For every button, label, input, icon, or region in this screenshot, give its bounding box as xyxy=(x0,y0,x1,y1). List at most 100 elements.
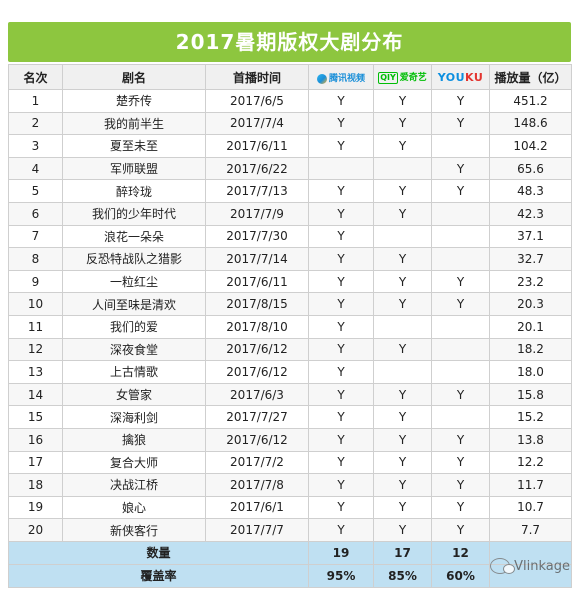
youku-logo-part2: KU xyxy=(465,71,484,84)
cell-tencent: Y xyxy=(308,179,374,203)
cell-name: 浪花一朵朵 xyxy=(62,224,206,249)
cell-youku: Y xyxy=(431,473,490,497)
cell-date: 2017/6/12 xyxy=(205,337,309,362)
cell-name: 一粒红尘 xyxy=(62,269,206,294)
header-tencent: 腾讯视频 xyxy=(308,64,374,90)
cell-rank: 12 xyxy=(8,337,63,362)
header-name: 剧名 xyxy=(62,64,206,90)
cell-iqiyi: Y xyxy=(373,473,432,497)
cell-name: 醉玲珑 xyxy=(62,179,206,203)
cell-rank: 13 xyxy=(8,360,63,384)
cell-views: 20.3 xyxy=(489,292,572,316)
table-row: 20 新侠客行 2017/7/7 Y Y Y 7.7 xyxy=(8,518,572,542)
cell-rank: 14 xyxy=(8,382,63,407)
cell-tencent: Y xyxy=(308,224,374,249)
cell-iqiyi xyxy=(373,360,432,384)
cell-iqiyi: Y xyxy=(373,89,432,113)
cell-youku xyxy=(431,224,490,249)
cell-tencent: Y xyxy=(308,314,374,339)
count-empty xyxy=(489,540,572,565)
cell-youku xyxy=(431,360,490,384)
cell-youku: Y xyxy=(431,450,490,475)
cell-rank: 1 xyxy=(8,89,63,113)
youku-logo: YOUKU xyxy=(438,71,484,84)
youku-logo-part1: YOU xyxy=(437,71,466,84)
cell-views: 15.8 xyxy=(489,382,572,407)
cell-iqiyi: Y xyxy=(373,382,432,407)
cell-tencent: Y xyxy=(308,427,374,452)
coverage-tencent: 95% xyxy=(308,563,374,588)
cell-views: 11.7 xyxy=(489,473,572,497)
cell-iqiyi: Y xyxy=(373,337,432,362)
cell-date: 2017/6/11 xyxy=(205,134,309,158)
cell-name: 我们的少年时代 xyxy=(62,201,206,226)
cell-youku: Y xyxy=(431,269,490,294)
coverage-label: 覆盖率 xyxy=(8,563,309,588)
table-row: 12 深夜食堂 2017/6/12 Y Y 18.2 xyxy=(8,337,572,362)
cell-iqiyi: Y xyxy=(373,450,432,475)
cell-youku: Y xyxy=(431,382,490,407)
cell-rank: 7 xyxy=(8,224,63,249)
table-row: 16 擒狼 2017/6/12 Y Y Y 13.8 xyxy=(8,427,572,452)
cell-views: 148.6 xyxy=(489,111,572,136)
cell-date: 2017/6/22 xyxy=(205,156,309,181)
count-youku: 12 xyxy=(431,540,490,565)
cell-name: 新侠客行 xyxy=(62,518,206,542)
cell-views: 48.3 xyxy=(489,179,572,203)
header-row: 名次 剧名 首播时间 腾讯视频 QIY 爱奇艺 YOUKU xyxy=(8,64,572,90)
cell-iqiyi: Y xyxy=(373,201,432,226)
cell-iqiyi: Y xyxy=(373,518,432,542)
table-row: 19 娘心 2017/6/1 Y Y Y 10.7 xyxy=(8,495,572,520)
tencent-video-icon xyxy=(316,73,327,84)
cell-name: 我们的爱 xyxy=(62,314,206,339)
table-row: 13 上古情歌 2017/6/12 Y 18.0 xyxy=(8,360,572,384)
cell-youku xyxy=(431,337,490,362)
watermark: Vlinkage xyxy=(490,558,570,574)
watermark-text: Vlinkage xyxy=(514,558,570,574)
iqiyi-badge: QIY xyxy=(378,72,398,85)
cell-youku: Y xyxy=(431,111,490,136)
cell-date: 2017/7/4 xyxy=(205,111,309,136)
table-row: 2 我的前半生 2017/7/4 Y Y Y 148.6 xyxy=(8,111,572,136)
cell-views: 451.2 xyxy=(489,89,572,113)
cell-date: 2017/6/12 xyxy=(205,427,309,452)
cell-tencent: Y xyxy=(308,201,374,226)
cell-name: 深海利剑 xyxy=(62,405,206,429)
cell-youku xyxy=(431,134,490,158)
cell-date: 2017/7/9 xyxy=(205,201,309,226)
cell-date: 2017/8/10 xyxy=(205,314,309,339)
cell-views: 18.0 xyxy=(489,360,572,384)
count-row: 数量 19 17 12 xyxy=(8,540,572,565)
table-row: 14 女管家 2017/6/3 Y Y Y 15.8 xyxy=(8,382,572,407)
cell-name: 夏至未至 xyxy=(62,134,206,158)
cell-tencent: Y xyxy=(308,89,374,113)
cell-tencent: Y xyxy=(308,247,374,271)
cell-date: 2017/6/1 xyxy=(205,495,309,520)
cell-youku: Y xyxy=(431,292,490,316)
cell-iqiyi: Y xyxy=(373,247,432,271)
cell-name: 复合大师 xyxy=(62,450,206,475)
cell-youku xyxy=(431,201,490,226)
cell-date: 2017/7/8 xyxy=(205,473,309,497)
cell-tencent: Y xyxy=(308,382,374,407)
cell-tencent xyxy=(308,156,374,181)
cell-name: 人间至味是清欢 xyxy=(62,292,206,316)
cell-views: 18.2 xyxy=(489,337,572,362)
cell-date: 2017/7/27 xyxy=(205,405,309,429)
cell-rank: 17 xyxy=(8,450,63,475)
cell-youku: Y xyxy=(431,427,490,452)
header-views: 播放量（亿） xyxy=(489,64,572,90)
tencent-video-name: 腾讯视频 xyxy=(328,74,365,84)
cell-date: 2017/7/30 xyxy=(205,224,309,249)
cell-iqiyi: Y xyxy=(373,495,432,520)
cell-views: 42.3 xyxy=(489,201,572,226)
cell-views: 10.7 xyxy=(489,495,572,520)
cell-iqiyi: Y xyxy=(373,269,432,294)
cell-youku: Y xyxy=(431,89,490,113)
cell-date: 2017/6/12 xyxy=(205,360,309,384)
cell-date: 2017/6/5 xyxy=(205,89,309,113)
count-iqiyi: 17 xyxy=(373,540,432,565)
table-row: 9 一粒红尘 2017/6/11 Y Y Y 23.2 xyxy=(8,269,572,294)
cell-tencent: Y xyxy=(308,450,374,475)
cell-date: 2017/7/2 xyxy=(205,450,309,475)
